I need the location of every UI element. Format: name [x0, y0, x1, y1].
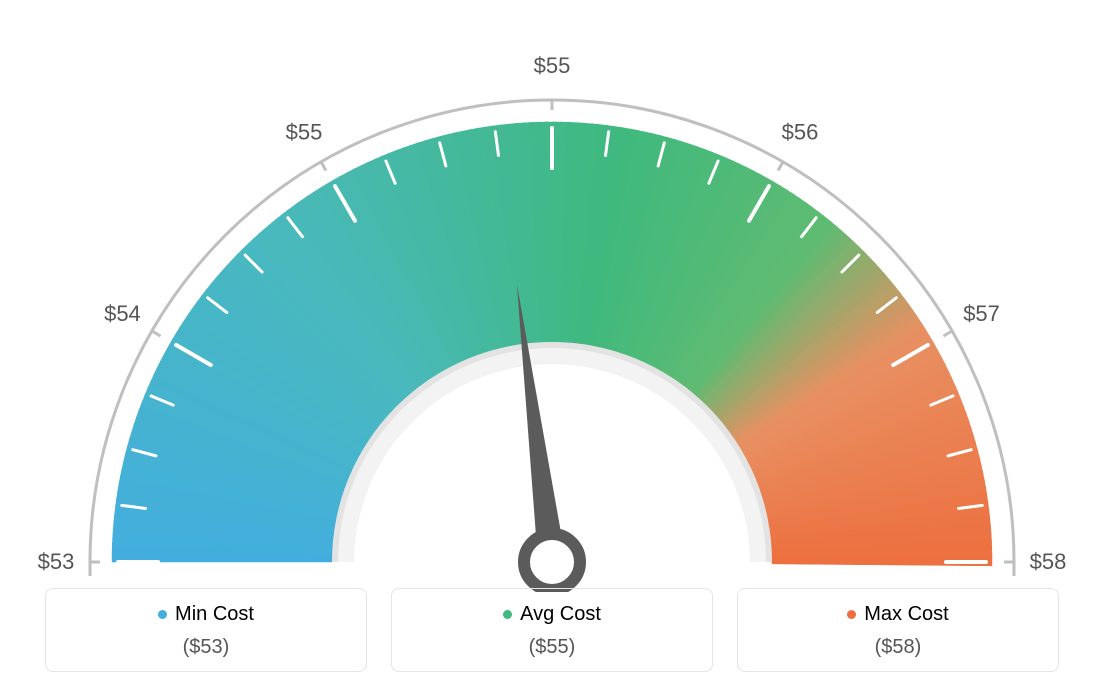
- tick-label: $54: [104, 301, 141, 326]
- legend-max-label: Max Cost: [864, 603, 948, 626]
- legend-max-dot: [847, 610, 856, 619]
- tick-label: $56: [782, 119, 819, 144]
- legend-max-box: Max Cost ($58): [737, 588, 1059, 672]
- legend-avg-value: ($55): [392, 636, 712, 659]
- legend-avg-title: Avg Cost: [503, 603, 601, 626]
- tick-label: $55: [286, 119, 323, 144]
- legend-avg-label: Avg Cost: [520, 603, 601, 626]
- gauge-chart-container: $53 $54 $55 $55 $56 $57 $58 Min Cost ($53) Avg…: [0, 0, 1104, 690]
- legend-avg-dot: [503, 610, 512, 619]
- needle-hub: [524, 534, 580, 590]
- tick-label: $53: [38, 549, 75, 574]
- legend-min-label: Min Cost: [175, 603, 254, 626]
- legend-min-title: Min Cost: [158, 603, 254, 626]
- legend-row: Min Cost ($53) Avg Cost ($55) Max Cost (…: [0, 588, 1104, 672]
- tick-label: $58: [1030, 549, 1067, 574]
- tick-label: $55: [534, 53, 571, 78]
- tick-label: $57: [963, 301, 1000, 326]
- legend-avg-box: Avg Cost ($55): [391, 588, 713, 672]
- legend-min-value: ($53): [46, 636, 366, 659]
- legend-max-value: ($58): [738, 636, 1058, 659]
- legend-max-title: Max Cost: [847, 603, 948, 626]
- legend-min-dot: [158, 610, 167, 619]
- gauge-svg: $53 $54 $55 $55 $56 $57 $58: [0, 12, 1104, 592]
- gauge-area: $53 $54 $55 $55 $56 $57 $58: [0, 0, 1104, 592]
- legend-min-box: Min Cost ($53): [45, 588, 367, 672]
